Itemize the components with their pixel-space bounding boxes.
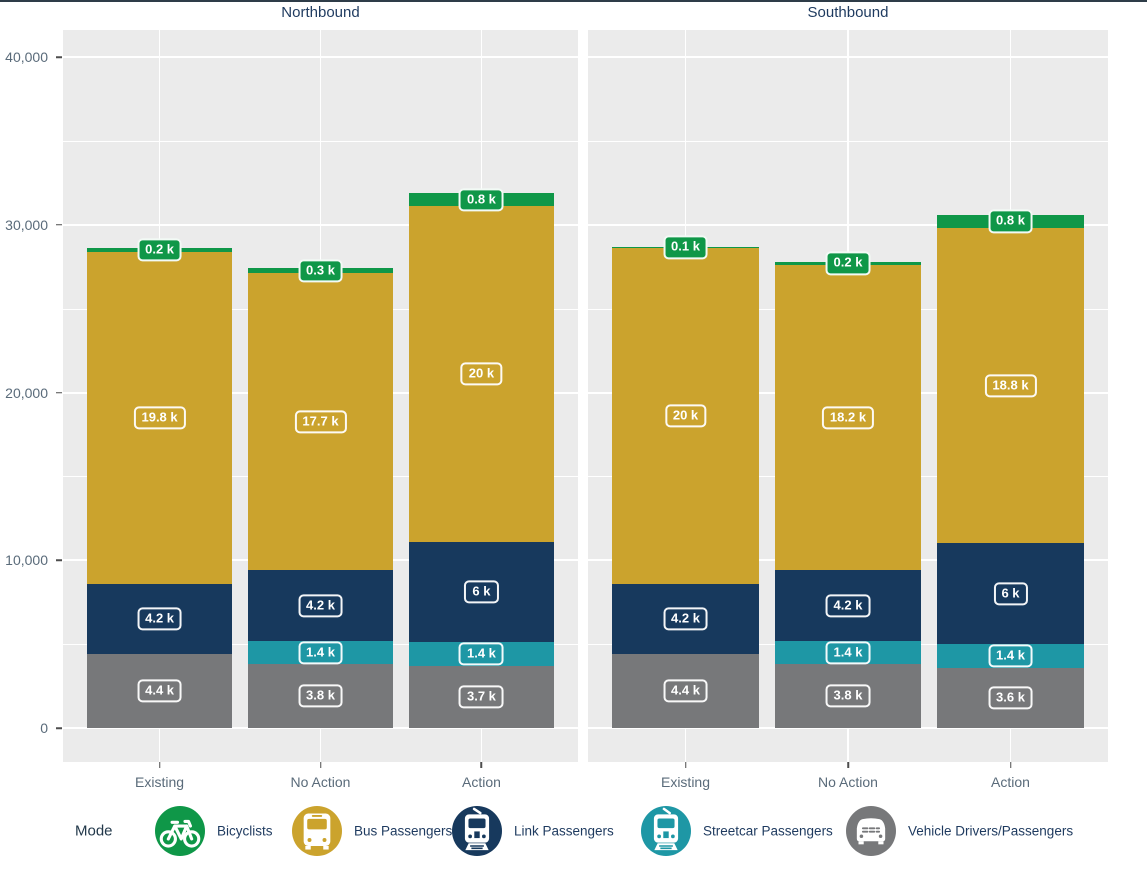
segment-value-label: 0.2 k (825, 251, 871, 275)
x-axis-category-label: Existing (660, 774, 711, 790)
x-axis-tick (319, 762, 322, 768)
legend-entry-label: Streetcar Passengers (703, 823, 833, 839)
x-axis-category-label: Action (991, 774, 1030, 790)
facet-title-southbound: Southbound (807, 4, 889, 21)
segment-value-label: 3.6 k (988, 686, 1033, 710)
legend-title: Mode (75, 822, 113, 840)
segment-value-label: 4.2 k (137, 607, 183, 631)
x-axis-tick (158, 762, 161, 768)
legend-entry-label: Vehicle Drivers/Passengers (908, 823, 1074, 839)
light-rail-icon (452, 806, 502, 856)
bus-icon (292, 806, 342, 856)
segment-value-label: 20 k (664, 404, 707, 428)
y-axis-tick-label: 0 (40, 720, 48, 736)
y-axis-tick-label: 40,000 (5, 49, 48, 65)
segment-value-label: 1.4 k (988, 644, 1033, 668)
segment-value-label: 0.2 k (137, 238, 183, 262)
segment-value-label: 4.4 k (663, 679, 708, 703)
x-axis-category-label: No Action (818, 774, 878, 790)
y-axis-tick-label: 30,000 (5, 216, 48, 233)
segment-value-label: 18.2 k (821, 406, 875, 430)
segment-value-label: 4.2 k (298, 593, 343, 618)
segment-value-label: 0.3 k (298, 259, 343, 283)
segment-value-label: 1.4 k (458, 642, 504, 666)
segment-value-label: 4.2 k (663, 607, 708, 631)
y-axis-tick (56, 391, 62, 394)
x-axis-tick (1009, 762, 1012, 768)
facet-title-northbound: Northbound (281, 4, 360, 21)
x-axis-tick (847, 762, 849, 768)
segment-value-label: 1.4 k (825, 640, 871, 665)
legend-entry-label: Bicyclists (217, 823, 273, 839)
segment-value-label: 0.8 k (988, 209, 1033, 234)
segment-value-label: 1.4 k (298, 640, 343, 665)
x-axis-category-label: Existing (135, 774, 185, 790)
streetcar-icon (641, 806, 691, 856)
car-icon (846, 806, 896, 856)
legend-entry-label: Link Passengers (514, 823, 614, 839)
y-axis-tick (56, 224, 62, 226)
y-axis-tick (56, 559, 62, 561)
segment-value-label: 20 k (460, 362, 503, 386)
y-axis-tick (56, 56, 62, 58)
y-axis-tick (56, 727, 62, 729)
segment-value-label: 6 k (993, 582, 1028, 606)
x-axis-category-label: No Action (290, 774, 351, 790)
segment-value-label: 3.8 k (825, 684, 871, 708)
bicycle-icon (155, 806, 205, 856)
segment-value-label: 0.1 k (663, 235, 708, 260)
segment-value-label: 0.8 k (458, 187, 504, 212)
top-border-rule (0, 0, 1147, 2)
x-axis-tick (684, 762, 687, 768)
legend-entry-label: Bus Passengers (354, 823, 453, 839)
segment-value-label: 4.4 k (137, 679, 183, 703)
segment-value-label: 3.8 k (298, 684, 343, 708)
segment-value-label: 4.2 k (825, 593, 871, 618)
y-axis-tick-label: 10,000 (5, 552, 48, 569)
segment-value-label: 18.8 k (984, 374, 1037, 398)
x-axis-category-label: Action (461, 774, 501, 790)
segment-value-label: 6 k (464, 580, 499, 604)
segment-value-label: 17.7 k (294, 410, 347, 434)
segment-value-label: 19.8 k (133, 406, 186, 430)
segment-value-label: 3.7 k (458, 685, 504, 709)
x-axis-tick (480, 762, 483, 768)
y-axis-tick-label: 20,000 (5, 384, 48, 401)
